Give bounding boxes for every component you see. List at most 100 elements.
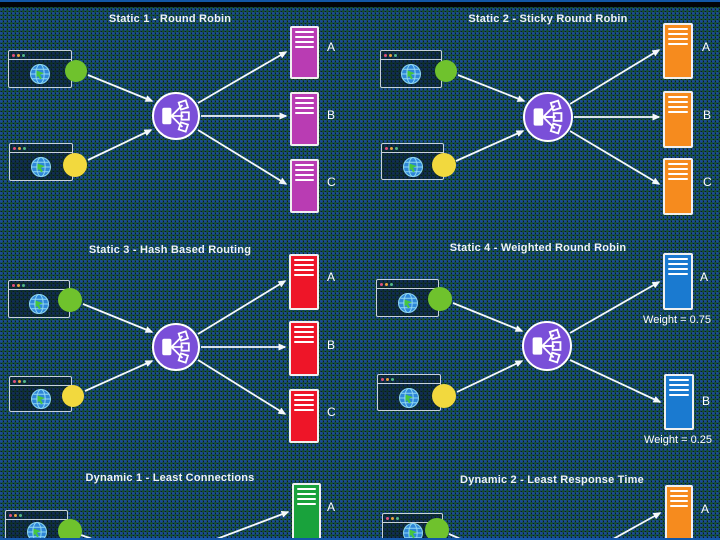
server-vent — [668, 33, 688, 35]
connection-line — [211, 511, 290, 540]
client-browser-window — [380, 50, 442, 88]
window-dot-icon — [17, 53, 20, 57]
globe-wrapper — [399, 62, 423, 91]
client-session-circle-green — [65, 60, 87, 82]
panel-title-static-3: Static 3 - Hash Based Routing — [88, 244, 252, 256]
panel-title-dynamic-2: Dynamic 2 - Least Response Time — [460, 474, 644, 486]
server-vent — [295, 169, 314, 171]
server-static-2-c — [663, 158, 693, 215]
client-session-circle-yellow — [62, 385, 84, 407]
server-vent — [295, 112, 314, 114]
panel-title-static-2: Static 2 - Sticky Round Robin — [468, 13, 628, 25]
globe-icon — [27, 522, 47, 540]
connection-line — [457, 74, 526, 102]
server-vent — [295, 107, 314, 109]
server-vent — [295, 31, 314, 33]
server-vent — [668, 168, 688, 170]
globe-wrapper — [27, 292, 51, 321]
browser-titlebar — [383, 514, 442, 523]
globe-wrapper — [401, 155, 425, 184]
server-vent — [668, 163, 688, 165]
connection-line — [87, 74, 154, 102]
server-vent — [294, 331, 314, 333]
server-vent — [297, 493, 316, 495]
client-session-circle-green — [435, 60, 457, 82]
window-dot-icon — [17, 283, 20, 287]
window-dot-icon — [12, 283, 15, 287]
panel-title-static-1: Static 1 - Round Robin — [108, 13, 232, 25]
server-static-1-a — [290, 26, 319, 79]
window-dot-icon — [14, 513, 17, 517]
server-label: A — [327, 500, 336, 514]
window-dot-icon — [389, 53, 392, 57]
server-static-2-b — [663, 91, 693, 148]
window-dot-icon — [391, 377, 394, 381]
server-label: B — [703, 108, 712, 122]
globe-wrapper — [28, 62, 52, 91]
window-dot-icon — [386, 377, 389, 381]
server-label: A — [327, 270, 336, 284]
server-vent — [295, 46, 314, 48]
browser-titlebar — [6, 511, 67, 520]
window-dot-icon — [22, 53, 25, 57]
server-label: B — [327, 338, 336, 352]
server-vent — [668, 268, 688, 270]
globe-wrapper — [29, 155, 53, 184]
server-static-2-a — [663, 23, 693, 79]
server-vent — [294, 274, 314, 276]
globe-icon — [29, 294, 49, 314]
connection-line — [197, 129, 288, 185]
server-vent — [670, 505, 688, 507]
window-dot-icon — [385, 146, 388, 150]
server-vent — [294, 399, 314, 401]
server-weight-label: Weight = 0.25 — [644, 434, 712, 446]
globe-icon — [403, 523, 423, 540]
client-session-circle-green — [58, 519, 82, 540]
client-browser-window — [9, 376, 72, 412]
globe-icon — [401, 64, 421, 84]
server-vent — [295, 164, 314, 166]
connection-line — [569, 359, 662, 403]
client-session-circle-yellow — [63, 153, 87, 177]
globe-icon — [31, 157, 51, 177]
connection-line — [456, 360, 524, 393]
connection-line — [197, 359, 287, 415]
window-dot-icon — [384, 53, 387, 57]
server-vent — [297, 498, 316, 500]
globe-icon — [31, 389, 51, 409]
server-vent — [294, 259, 314, 261]
server-label: C — [327, 175, 336, 189]
client-session-circle-green — [425, 518, 449, 540]
window-dot-icon — [385, 282, 388, 286]
load-balancer — [152, 323, 200, 371]
connection-line — [569, 130, 661, 185]
browser-titlebar — [378, 375, 440, 384]
server-label: C — [327, 405, 336, 419]
server-vent — [297, 503, 316, 505]
window-dot-icon — [380, 282, 383, 286]
server-static-4-a — [663, 253, 693, 310]
globe-wrapper — [397, 386, 421, 415]
server-vent — [670, 490, 688, 492]
server-vent — [294, 326, 314, 328]
server-vent — [670, 495, 688, 497]
server-vent — [668, 273, 688, 275]
server-vent — [668, 263, 688, 265]
server-dynamic-1-a — [292, 483, 321, 540]
connection-line — [84, 360, 154, 392]
server-label: A — [700, 270, 709, 284]
connection-line — [569, 281, 661, 334]
globe-wrapper — [29, 387, 53, 416]
connection-line — [87, 129, 153, 161]
window-dot-icon — [13, 379, 16, 383]
client-session-circle-yellow — [432, 384, 456, 408]
globe-wrapper — [396, 291, 420, 320]
server-vent — [668, 258, 688, 260]
server-dynamic-2-a — [665, 485, 693, 540]
load-balancer-icon — [162, 330, 190, 364]
server-vent — [294, 336, 314, 338]
client-session-circle-yellow — [432, 153, 456, 177]
server-static-4-b — [664, 374, 694, 430]
server-vent — [295, 97, 314, 99]
panel-title-dynamic-1: Dynamic 1 - Least Connections — [85, 472, 255, 484]
